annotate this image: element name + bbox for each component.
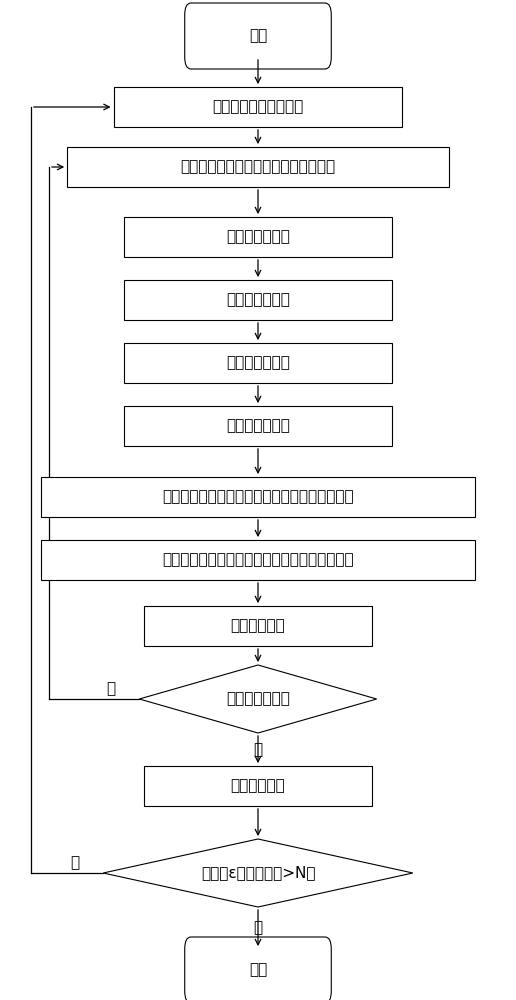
Polygon shape [139, 665, 377, 733]
Text: 输入燃油调节器训练样本（学习模式）: 输入燃油调节器训练样本（学习模式） [181, 159, 335, 174]
Bar [144, 766, 372, 806]
Text: 开始: 开始 [249, 28, 267, 43]
Text: 否: 否 [70, 856, 79, 870]
Bar [144, 606, 372, 646]
Text: 是: 是 [253, 920, 263, 936]
Text: 误差＜ε或学习次数>N？: 误差＜ε或学习次数>N？ [201, 865, 315, 880]
Text: 计算隐含层输出: 计算隐含层输出 [226, 230, 290, 244]
Bar [41, 477, 475, 517]
Polygon shape [103, 839, 413, 907]
Text: 调整隐含层到输出层的连接权值和输出层的阈值: 调整隐含层到输出层的连接权值和输出层的阈值 [162, 489, 354, 504]
FancyBboxPatch shape [185, 937, 331, 1000]
Text: 更新学习次数: 更新学习次数 [231, 778, 285, 794]
Text: 是: 是 [253, 742, 263, 757]
Text: 学习模式更新: 学习模式更新 [231, 618, 285, 634]
FancyBboxPatch shape [185, 3, 331, 69]
Bar [124, 406, 392, 446]
Text: 计算输出层误差: 计算输出层误差 [226, 356, 290, 370]
Text: 结束: 结束 [249, 962, 267, 978]
Text: 计算输出层输出: 计算输出层输出 [226, 292, 290, 308]
Bar [114, 87, 402, 127]
Bar [41, 540, 475, 580]
Text: 否: 否 [106, 682, 116, 696]
Text: 初始化网络权值和阈值: 初始化网络权值和阈值 [213, 100, 303, 114]
Bar [124, 343, 392, 383]
Text: 计算隐含层误差: 计算隐含层误差 [226, 418, 290, 434]
Text: 调整隐含层到输入层的连接权值和中间层的阈值: 调整隐含层到输入层的连接权值和中间层的阈值 [162, 552, 354, 568]
Text: 学习模式结束？: 学习模式结束？ [226, 692, 290, 706]
Bar [124, 280, 392, 320]
Bar [67, 147, 449, 187]
Bar [124, 217, 392, 257]
